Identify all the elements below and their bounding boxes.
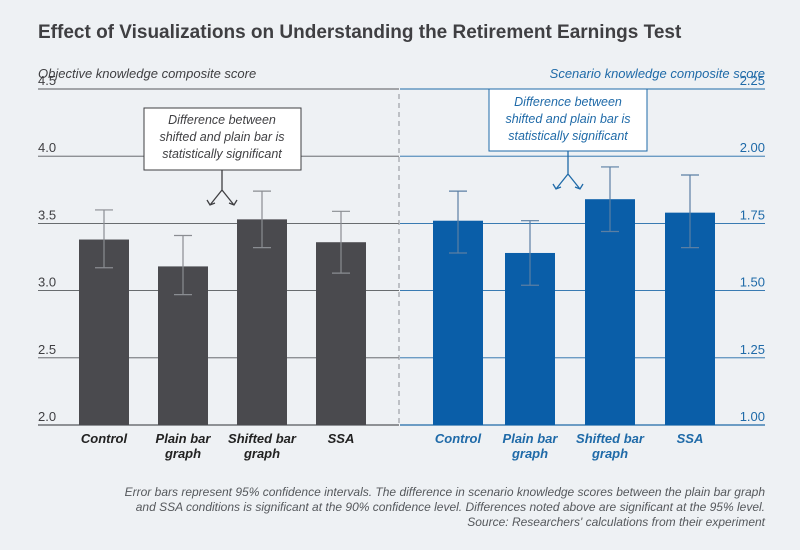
left-y-tick-label: 4.0 xyxy=(38,140,56,155)
right-y-tick-label: 1.00 xyxy=(740,409,765,424)
left-category-label: SSA xyxy=(328,431,355,446)
right-y-axis-label: Scenario knowledge composite score xyxy=(550,66,765,81)
right-error-bar xyxy=(681,174,699,249)
left-annotation-line-1: Difference between xyxy=(168,113,276,127)
right-annotation-line-2: shifted and plain bar is xyxy=(505,112,630,126)
left-y-tick-label: 2.5 xyxy=(38,342,56,357)
right-bars xyxy=(433,166,715,425)
left-error-bar xyxy=(95,209,113,269)
right-annotation-arrows xyxy=(552,151,584,190)
right-category-label: SSA xyxy=(677,431,704,446)
right-y-ticks: 1.00 1.25 1.50 1.75 2.00 2.25 xyxy=(740,73,765,424)
left-annotation-arrows xyxy=(206,170,238,206)
right-category-label: graph xyxy=(511,446,548,461)
right-y-tick-label: 2.25 xyxy=(740,73,765,88)
right-y-tick-label: 2.00 xyxy=(740,140,765,155)
left-y-tick-label: 3.5 xyxy=(38,207,56,222)
left-category-label: Plain bar xyxy=(156,431,212,446)
right-annotation-line-3: statistically significant xyxy=(508,129,628,143)
right-bar xyxy=(433,220,483,425)
left-annotation-line-2: shifted and plain bar is xyxy=(159,130,284,144)
left-y-axis-label: Objective knowledge composite score xyxy=(38,66,256,81)
left-error-bar xyxy=(332,210,350,274)
left-annotation: Difference between shifted and plain bar… xyxy=(143,107,302,206)
left-category-label: graph xyxy=(243,446,280,461)
note-line-1: Error bars represent 95% confidence inte… xyxy=(125,485,766,499)
right-annotation-line-1: Difference between xyxy=(514,95,622,109)
left-y-tick-label: 4.5 xyxy=(38,73,56,88)
right-category-label: Shifted bar xyxy=(576,431,645,446)
left-bars xyxy=(79,190,366,425)
source-line: Source: Researchers' calculations from t… xyxy=(467,515,765,529)
left-error-bar xyxy=(253,190,271,249)
right-y-tick-label: 1.50 xyxy=(740,275,765,290)
right-annotation-box xyxy=(488,88,648,152)
left-category-label: Control xyxy=(81,431,128,446)
left-y-tick-label: 2.0 xyxy=(38,409,56,424)
left-category-label: Shifted bar xyxy=(228,431,297,446)
left-category-label: graph xyxy=(164,446,201,461)
left-y-ticks: 2.0 2.5 3.0 3.5 4.0 4.5 xyxy=(38,73,56,424)
left-error-bar xyxy=(174,234,192,296)
chart-title: Effect of Visualizations on Understandin… xyxy=(38,22,682,43)
right-category-label: Control xyxy=(435,431,482,446)
right-bar xyxy=(585,199,635,425)
right-y-tick-label: 1.25 xyxy=(740,342,765,357)
right-category-label: graph xyxy=(591,446,628,461)
right-y-tick-label: 1.75 xyxy=(740,207,765,222)
left-y-tick-label: 3.0 xyxy=(38,275,56,290)
left-bar xyxy=(79,239,129,425)
left-bar xyxy=(237,219,287,425)
right-category-label: Plain bar xyxy=(503,431,559,446)
right-error-bar xyxy=(449,190,467,254)
left-annotation-line-3: statistically significant xyxy=(162,147,282,161)
note-line-2: and SSA conditions is significant at the… xyxy=(136,500,765,514)
right-error-bar xyxy=(521,220,539,286)
right-error-bar xyxy=(601,166,619,233)
left-annotation-box xyxy=(143,107,302,171)
right-annotation: Difference between shifted and plain bar… xyxy=(488,88,648,190)
